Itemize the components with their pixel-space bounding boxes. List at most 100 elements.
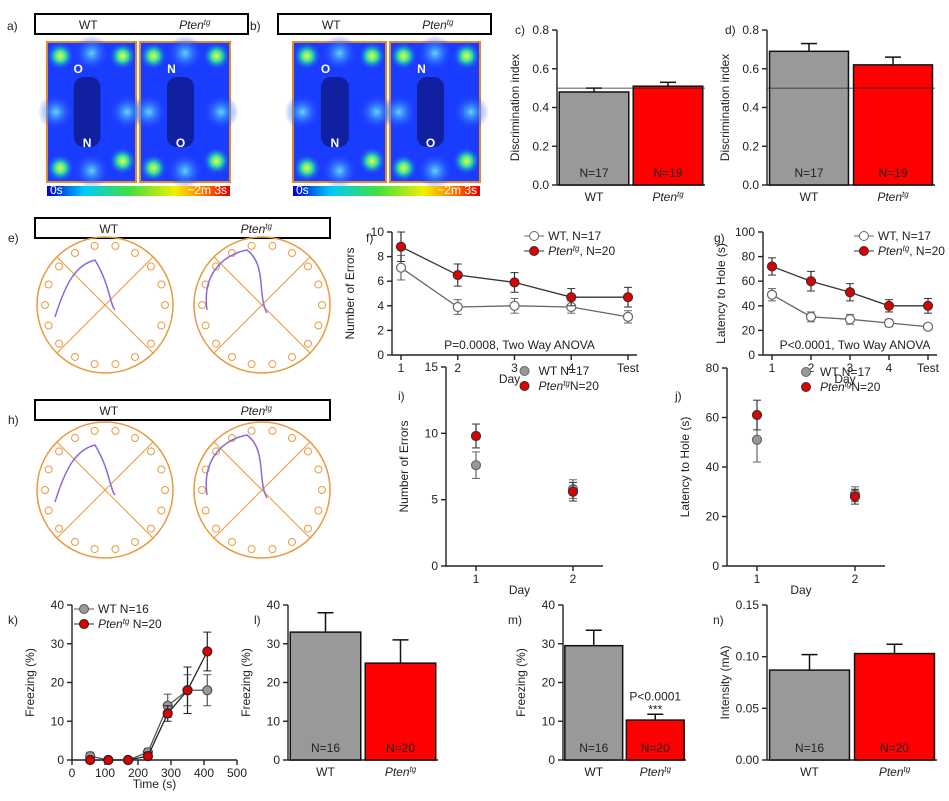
y-tick-label: 0.10 — [736, 650, 760, 664]
text-part: N=17 — [838, 365, 871, 379]
object-label: N — [417, 62, 426, 76]
maze-hole — [90, 426, 99, 435]
y-tick-label: 0 — [712, 559, 719, 573]
text-part: WT — [79, 18, 98, 32]
maze-hole — [131, 537, 139, 546]
data-point — [103, 754, 114, 766]
y-axis-label: Latency to Hole (s) — [678, 417, 692, 518]
text-part: WT — [99, 222, 118, 236]
colorbar-min: 0s — [296, 183, 309, 197]
maze-hole — [228, 537, 236, 546]
heatmap-blob — [167, 152, 203, 189]
y-tick-label: 30 — [51, 637, 65, 651]
maze-hole — [268, 241, 277, 250]
bar — [853, 652, 936, 761]
y-tick-label: 60 — [706, 411, 720, 425]
heatmap-blob — [202, 147, 231, 175]
maze-hole — [131, 434, 139, 443]
y-axis-label: Freezing (%) — [514, 648, 528, 717]
object-label: N — [331, 136, 340, 150]
bar-label: N=16 — [311, 741, 340, 755]
x-tick-label: 3 — [847, 361, 854, 375]
y-tick-label: 0 — [57, 753, 64, 767]
header-box — [34, 13, 249, 35]
data-point — [123, 754, 134, 766]
text-part: N=20 — [129, 617, 162, 631]
maze-divider — [57, 257, 153, 353]
heatmap-blob — [73, 35, 110, 72]
header-label: WT — [99, 222, 118, 236]
legend-marker — [529, 231, 540, 241]
y-tick-label: 0.6 — [532, 62, 549, 76]
data-point — [849, 491, 861, 502]
text-part: tg — [845, 380, 852, 389]
text-part: Pten — [878, 244, 903, 258]
x-tick-label: 500 — [227, 766, 247, 780]
text-part: WT — [539, 364, 558, 378]
y-tick-label: 60 — [742, 274, 756, 288]
legend-label: Ptentg N=20 — [98, 617, 162, 632]
y-tick-label: 4 — [377, 299, 384, 313]
maze-hole — [146, 262, 155, 271]
colorbar-max: ~2m 3s — [437, 183, 477, 197]
text-part: Pten — [877, 190, 902, 204]
y-axis-label: Freezing (%) — [239, 648, 253, 717]
data-point — [805, 276, 817, 287]
x-tick-label: Ptentg — [652, 190, 684, 205]
panel-label: h) — [8, 413, 19, 427]
maze-hole — [314, 465, 323, 474]
data-point — [395, 241, 407, 252]
y-axis-label: Discrimination index — [718, 54, 732, 161]
maze-hole — [198, 301, 206, 309]
text-part: , N=17 — [895, 229, 931, 243]
text-part: WT — [878, 229, 897, 243]
text-part: tg — [573, 244, 580, 253]
heatmap-blob — [321, 35, 358, 72]
maze-hole — [111, 360, 120, 369]
object-label: O — [321, 62, 330, 76]
data-point — [182, 685, 193, 696]
annotation: *** — [648, 702, 662, 716]
colorbar-max: ~2m 3s — [187, 183, 227, 197]
bar-label: N=20 — [641, 741, 670, 755]
data-point — [751, 409, 763, 421]
x-tick-label: 2 — [808, 361, 815, 375]
object-label: N — [83, 136, 92, 150]
legend-label: WT, N=17 — [878, 229, 931, 243]
text-part: Pten — [548, 244, 573, 258]
bar — [768, 669, 851, 761]
y-tick-label: 30 — [542, 637, 556, 651]
bar — [558, 91, 630, 186]
text-part: tg — [904, 765, 911, 774]
maze-hole — [41, 486, 49, 494]
text-part: Pten — [640, 765, 665, 779]
y-tick-label: 40 — [267, 598, 281, 612]
data-point — [85, 754, 96, 766]
data-point — [202, 646, 213, 657]
y-tick-label: 0.0 — [532, 178, 549, 192]
y-tick-label: 0.15 — [736, 598, 760, 612]
maze-hole — [288, 537, 296, 546]
maze-hole — [41, 301, 49, 309]
panel-label: b) — [250, 19, 261, 33]
maze-hole — [146, 339, 155, 348]
text-part: WT — [316, 765, 335, 779]
data-point — [452, 269, 463, 281]
y-tick-label: 10 — [425, 426, 439, 440]
maze-hole — [201, 321, 210, 330]
panel-label: f) — [366, 231, 373, 245]
x-tick-label: Ptentg — [879, 765, 911, 780]
maze-hole — [303, 339, 312, 348]
heatmap-blob — [108, 147, 137, 175]
text-part: tg — [447, 18, 454, 27]
text-part: Pten — [385, 765, 410, 779]
y-tick-label: 0.00 — [736, 753, 760, 767]
heatmap-blob — [202, 42, 231, 70]
y-tick-label: 0.6 — [742, 62, 759, 76]
data-point — [395, 262, 407, 273]
annotation: P<0.0001, Two Way ANOVA — [780, 338, 931, 352]
x-tick-label: 2 — [570, 572, 577, 586]
heatmap-blob — [452, 147, 481, 175]
maze-hole — [318, 301, 326, 309]
